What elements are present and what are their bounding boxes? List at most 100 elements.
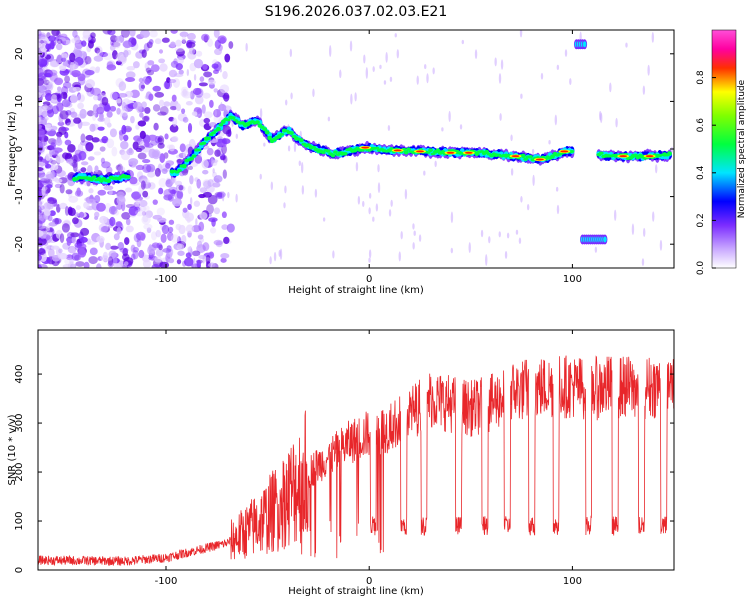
spectrogram-noise-cell	[52, 164, 59, 170]
spectrogram-noise-cell	[168, 219, 175, 225]
spectrogram-noise-cell	[182, 116, 189, 123]
spectrogram-noise-cell	[141, 101, 147, 109]
spectrogram-noise-cell	[50, 170, 55, 180]
spectrogram-noise-cell	[168, 78, 177, 84]
spectrogram-noise-cell	[195, 50, 203, 57]
spectrogram-noise-cell	[64, 257, 73, 265]
spectrogram-noise-cell	[412, 223, 415, 230]
spectrogram-noise-cell	[312, 88, 315, 98]
spectrogram-noise-cell	[219, 155, 227, 161]
spectrogram-noise-cell	[154, 167, 161, 177]
spectrogram-noise-cell	[139, 130, 146, 140]
spectrogram-noise-cell	[641, 258, 645, 266]
spectrogram-noise-cell	[290, 92, 293, 100]
spectrogram-noise-cell	[59, 202, 68, 210]
spectrogram-noise-cell	[178, 224, 186, 235]
spectrogram-noise-cell	[46, 32, 51, 39]
spectrogram-noise-cell	[175, 180, 183, 187]
spectrogram-noise-cell	[213, 207, 221, 215]
spectrogram-noise-cell	[158, 49, 164, 54]
spectrogram-noise-cell	[57, 86, 62, 92]
spectrogram-noise-cell	[128, 206, 139, 216]
snr-series	[38, 355, 674, 567]
spectrogram-noise-cell	[142, 115, 150, 122]
spectrogram-noise-cell	[474, 49, 478, 60]
spectrogram-noise-cell	[45, 124, 52, 132]
spectrogram-noise-cell	[141, 211, 147, 216]
spectrogram-noise-cell	[84, 56, 92, 65]
spectrogram-noise-cell	[221, 190, 225, 202]
spectrogram-noise-cell	[468, 242, 471, 254]
spectrogram-noise-cell	[169, 105, 178, 111]
spectrogram-ridge-cell	[208, 133, 214, 137]
spectrogram-ridge-cell	[330, 153, 336, 158]
spectrogram-noise-cell	[123, 49, 129, 58]
spectrogram-noise-cell	[480, 229, 484, 238]
spectrogram-noise-cell	[652, 211, 655, 222]
spectrogram-noise-cell	[59, 65, 67, 72]
spectrogram-noise-cell	[38, 77, 45, 86]
spectrogram-noise-cell	[155, 229, 162, 238]
spectrogram-noise-cell	[89, 123, 96, 132]
spectrogram-noise-cell	[152, 85, 161, 92]
spectrogram-noise-cell	[368, 257, 371, 263]
snr-y-axis-label: SNR (10 * v/v)	[7, 414, 18, 485]
spectrogram-ridge-cell	[201, 141, 207, 145]
spectrogram-noise-cell	[111, 146, 118, 157]
spectrogram-noise-cell	[54, 178, 63, 184]
spectrogram-noise-cell	[64, 75, 71, 83]
spectrogram-noise-cell	[202, 92, 211, 99]
spectrogram-noise-cell	[83, 182, 94, 187]
spectrogram-noise-cell	[158, 187, 164, 195]
spectrogram-noise-cell	[201, 33, 210, 42]
spectrogram-noise-cell	[80, 121, 91, 127]
spectrogram-noise-cell	[193, 257, 196, 268]
spectrogram-noise-cell	[85, 134, 94, 141]
spectrogram-ridge-cell	[289, 131, 294, 136]
spectrogram-noise-cell	[461, 39, 465, 45]
spectrogram-noise-cell	[167, 231, 174, 242]
spectrogram-noise-cell	[146, 227, 152, 234]
spectrogram-noise-cell	[115, 35, 121, 43]
spectrogram-noise-cell	[555, 186, 559, 192]
spectrogram-noise-cell	[44, 181, 54, 187]
spectrogram-noise-cell	[51, 30, 60, 37]
spectrogram-noise-cell	[147, 171, 156, 178]
spectrogram-peak-cell	[560, 150, 569, 153]
spectrogram-noise-cell	[112, 49, 118, 60]
spectrogram-noise-cell	[651, 32, 655, 43]
spectrogram-noise-cell	[38, 42, 43, 48]
spectrogram-noise-cell	[172, 117, 178, 127]
spectrogram-noise-cell	[89, 247, 98, 256]
spectrogram-noise-cell	[207, 194, 218, 205]
spectrogram-noise-cell	[151, 263, 160, 268]
spectrogram-noise-cell	[138, 81, 145, 92]
spectrogram-noise-cell	[80, 227, 90, 236]
snr-x-ticks: -100 0 100	[155, 330, 582, 587]
snr-y-tick-label: 400	[14, 365, 25, 384]
spectrogram-noise-cell	[142, 190, 149, 198]
spectrogram-noise-cell	[61, 223, 70, 233]
colorbar-ticks: 0.0 0.2 0.4 0.6 0.8	[696, 70, 716, 275]
spectrogram-noise-cell	[526, 203, 530, 211]
spectrogram-noise-cell	[121, 112, 128, 121]
spectrogram-noise-cell	[388, 209, 392, 217]
colorbar-gradient	[711, 29, 737, 269]
spectrogram-noise-cell	[59, 183, 65, 194]
spectrogram-noise-cell	[206, 147, 214, 156]
spectrogram-noise-cell	[72, 86, 82, 92]
spectrogram-noise-cell	[84, 69, 95, 76]
spectrogram-noise-cell	[172, 197, 182, 207]
spectrogram-noise-cell	[47, 215, 53, 222]
spectrogram-noise-cell	[87, 40, 94, 49]
spectrogram-noise-cell	[213, 88, 219, 93]
spectrogram-noise-cell	[377, 164, 380, 173]
spectrogram-noise-cell	[153, 122, 159, 131]
spectrogram-noise-cell	[289, 48, 293, 58]
spectrogram-noise-cell	[53, 77, 64, 86]
spectrogram-noise-cell	[39, 36, 50, 44]
spectrogram-noise-cell	[118, 81, 127, 92]
spectrogram-noise-cell	[102, 251, 108, 260]
spectrogram-noise-cell	[70, 94, 78, 104]
spectrogram-ridge-cell	[279, 133, 285, 136]
